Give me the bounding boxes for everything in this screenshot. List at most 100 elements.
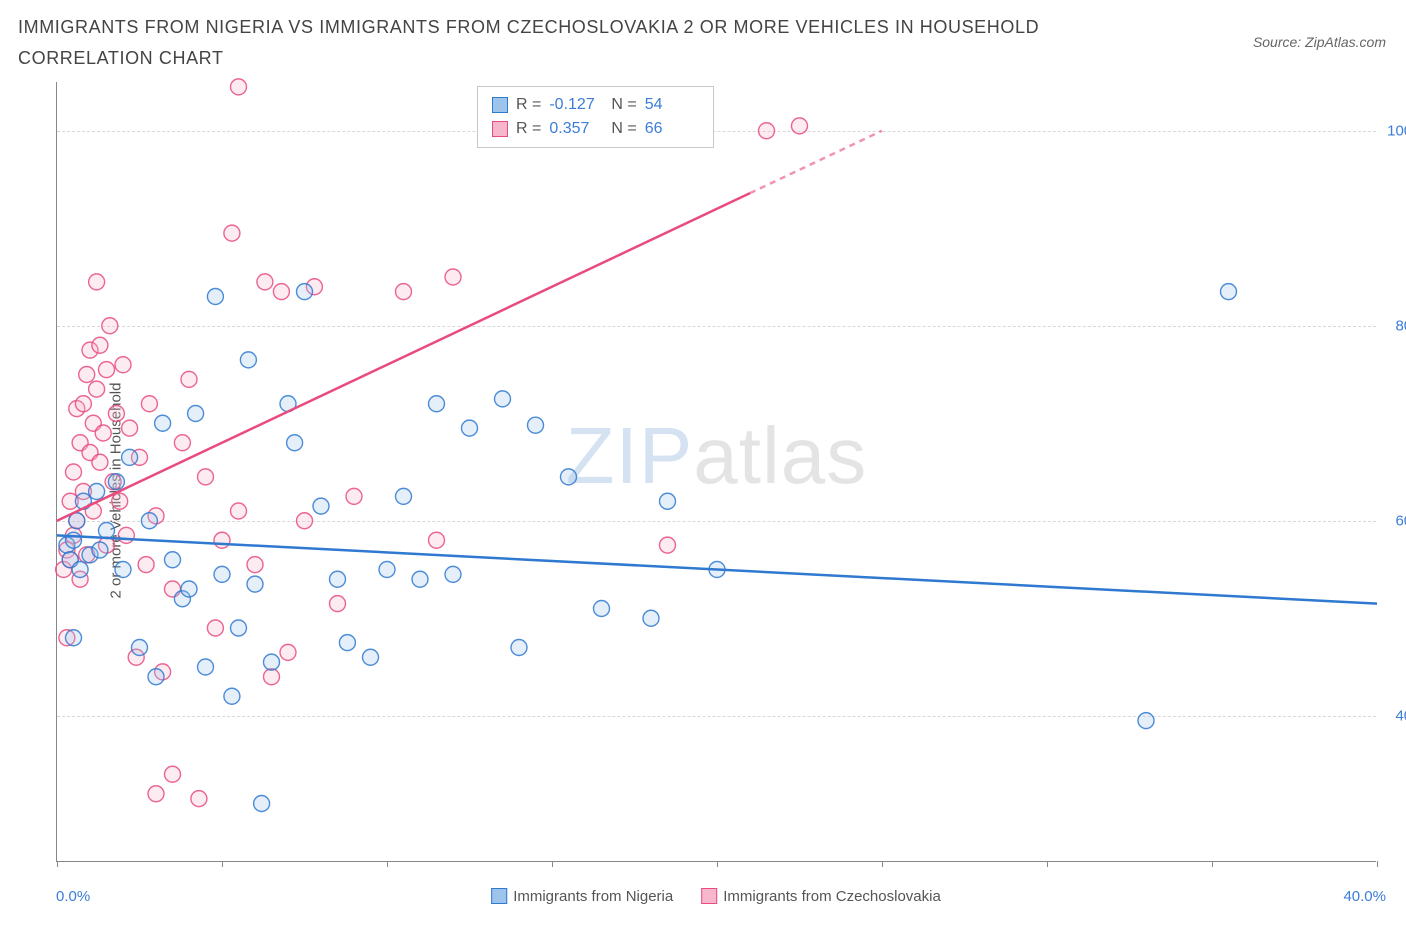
data-point xyxy=(122,449,138,465)
data-point xyxy=(112,493,128,509)
legend-swatch-2 xyxy=(701,888,717,904)
data-point xyxy=(115,562,131,578)
data-point xyxy=(198,469,214,485)
data-point xyxy=(429,396,445,412)
stats-n-value-2: 66 xyxy=(645,117,699,141)
data-point xyxy=(1138,713,1154,729)
data-point xyxy=(66,630,82,646)
data-point xyxy=(396,488,412,504)
data-point xyxy=(231,79,247,95)
data-point xyxy=(594,601,610,617)
data-point xyxy=(247,557,263,573)
data-point xyxy=(155,415,171,431)
x-max-label: 40.0% xyxy=(1343,888,1386,905)
chart-title: IMMIGRANTS FROM NIGERIA VS IMMIGRANTS FR… xyxy=(18,12,1138,73)
x-tick xyxy=(717,861,718,867)
stats-n-value-1: 54 xyxy=(645,93,699,117)
data-point xyxy=(313,498,329,514)
data-point xyxy=(264,654,280,670)
y-tick-label: 100.0% xyxy=(1387,122,1406,139)
swatch-series-2 xyxy=(492,121,508,137)
data-point xyxy=(99,362,115,378)
chart-container: 2 or more Vehicles in Household ZIPatlas… xyxy=(18,82,1388,912)
data-point xyxy=(247,576,263,592)
data-point xyxy=(181,581,197,597)
x-tick xyxy=(57,861,58,867)
data-point xyxy=(462,420,478,436)
data-point xyxy=(346,488,362,504)
data-point xyxy=(95,425,111,441)
x-axis-row: 0.0% Immigrants from Nigeria Immigrants … xyxy=(56,880,1376,912)
x-tick xyxy=(387,861,388,867)
data-point xyxy=(214,566,230,582)
data-point xyxy=(660,493,676,509)
data-point xyxy=(280,644,296,660)
data-point xyxy=(643,610,659,626)
data-point xyxy=(92,337,108,353)
stats-row-series-2: R = 0.357 N = 66 xyxy=(492,117,699,141)
data-point xyxy=(108,406,124,422)
y-tick-label: 80.0% xyxy=(1395,317,1406,334)
y-tick-label: 60.0% xyxy=(1395,512,1406,529)
data-point xyxy=(102,318,118,334)
data-point xyxy=(207,620,223,636)
data-point xyxy=(138,557,154,573)
data-point xyxy=(148,786,164,802)
data-point xyxy=(118,527,134,543)
x-tick xyxy=(222,861,223,867)
data-point xyxy=(75,396,91,412)
data-point xyxy=(231,503,247,519)
data-point xyxy=(89,484,105,500)
data-point xyxy=(257,274,273,290)
data-point xyxy=(224,225,240,241)
legend-item-1: Immigrants from Nigeria xyxy=(491,888,673,905)
data-point xyxy=(224,688,240,704)
data-point xyxy=(792,118,808,134)
data-point xyxy=(89,381,105,397)
data-point xyxy=(429,532,445,548)
data-point xyxy=(122,420,138,436)
data-point xyxy=(181,371,197,387)
data-point xyxy=(66,464,82,480)
stats-r-value-2: 0.357 xyxy=(549,117,603,141)
data-point xyxy=(132,640,148,656)
data-point xyxy=(264,669,280,685)
y-tick-label: 40.0% xyxy=(1395,707,1406,724)
data-point xyxy=(363,649,379,665)
data-point xyxy=(198,659,214,675)
data-point xyxy=(561,469,577,485)
legend-label-1: Immigrants from Nigeria xyxy=(513,888,673,905)
data-point xyxy=(191,791,207,807)
legend-swatch-1 xyxy=(491,888,507,904)
data-point xyxy=(115,357,131,373)
data-point xyxy=(273,284,289,300)
data-point xyxy=(445,269,461,285)
stats-r-label: R = xyxy=(516,117,541,141)
x-min-label: 0.0% xyxy=(56,888,90,905)
data-point xyxy=(207,289,223,305)
x-tick xyxy=(1212,861,1213,867)
stats-r-value-1: -0.127 xyxy=(549,93,603,117)
data-point xyxy=(108,474,124,490)
data-point xyxy=(165,552,181,568)
data-point xyxy=(1221,284,1237,300)
data-point xyxy=(287,435,303,451)
series-legend: Immigrants from Nigeria Immigrants from … xyxy=(491,888,941,905)
data-point xyxy=(412,571,428,587)
data-point xyxy=(330,596,346,612)
data-point xyxy=(339,635,355,651)
stats-r-label: R = xyxy=(516,93,541,117)
data-point xyxy=(92,454,108,470)
data-point xyxy=(660,537,676,553)
data-point xyxy=(445,566,461,582)
data-point xyxy=(231,620,247,636)
stats-n-label: N = xyxy=(611,93,636,117)
scatter-svg xyxy=(57,82,1376,861)
legend-item-2: Immigrants from Czechoslovakia xyxy=(701,888,941,905)
data-point xyxy=(396,284,412,300)
regression-line xyxy=(57,193,750,521)
swatch-series-1 xyxy=(492,97,508,113)
data-point xyxy=(141,513,157,529)
plot-area: ZIPatlas 40.0%60.0%80.0%100.0% R = -0.12… xyxy=(56,82,1376,862)
data-point xyxy=(240,352,256,368)
